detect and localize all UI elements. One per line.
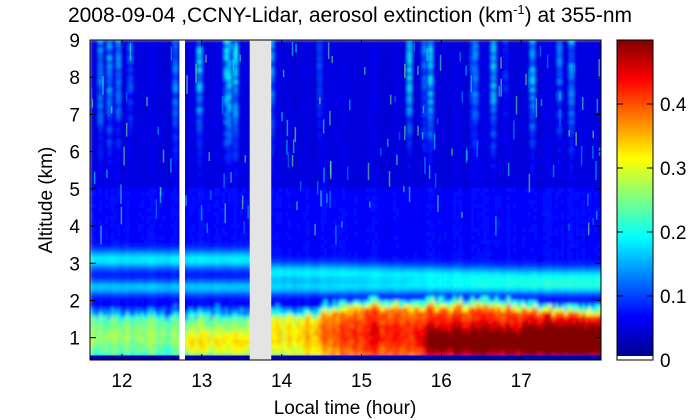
chart-title: 2008-09-04 ,CCNY-Lidar, aerosol extincti… xyxy=(67,2,633,27)
y-tick-label-5: 5 xyxy=(69,180,80,201)
colorbar-gradient xyxy=(617,40,653,356)
heatmap-image xyxy=(90,40,601,360)
colorbar-tick-label: 0.1 xyxy=(660,287,686,308)
y-tick-label-3: 3 xyxy=(69,254,80,275)
plot-frame xyxy=(89,39,602,361)
x-tick-label-14: 14 xyxy=(271,371,293,392)
colorbar-ticks: 0 0.1 0.2 0.3 0.4 xyxy=(617,95,687,372)
colorbar-tick-label: 0.2 xyxy=(660,223,686,244)
x-axis-label: Local time (hour) xyxy=(274,398,417,419)
x-tick-label-13: 13 xyxy=(191,371,212,392)
y-tick-label-1: 1 xyxy=(69,329,80,350)
x-tick-label-12: 12 xyxy=(111,371,132,392)
y-tick-label-8: 8 xyxy=(69,68,80,89)
y-tick-label-2: 2 xyxy=(69,291,80,312)
x-axis-ticks: 12 13 14 15 16 17 xyxy=(111,40,532,392)
colorbar-tick-label: 0 xyxy=(660,351,671,372)
y-axis-ticks: 1 2 3 4 5 6 7 8 9 xyxy=(69,31,601,350)
y-tick-label-9: 9 xyxy=(69,31,80,52)
y-tick-label-4: 4 xyxy=(69,217,80,238)
colorbar-base xyxy=(617,356,653,360)
y-axis-label: Altitude (km) xyxy=(36,147,57,254)
x-tick-label-15: 15 xyxy=(351,371,372,392)
x-tick-label-16: 16 xyxy=(431,371,452,392)
y-tick-label-6: 6 xyxy=(69,143,80,164)
x-tick-label-17: 17 xyxy=(511,371,532,392)
y-tick-label-7: 7 xyxy=(69,105,80,126)
data-gaps xyxy=(179,40,272,360)
colorbar-tick-label: 0.3 xyxy=(660,159,686,180)
colorbar: 0 0.1 0.2 0.3 0.4 xyxy=(616,39,687,372)
colorbar-tick-label: 0.4 xyxy=(660,95,687,116)
data-gap-0 xyxy=(179,40,186,360)
data-gap-1 xyxy=(249,40,272,360)
colorbar-frame xyxy=(616,39,654,361)
